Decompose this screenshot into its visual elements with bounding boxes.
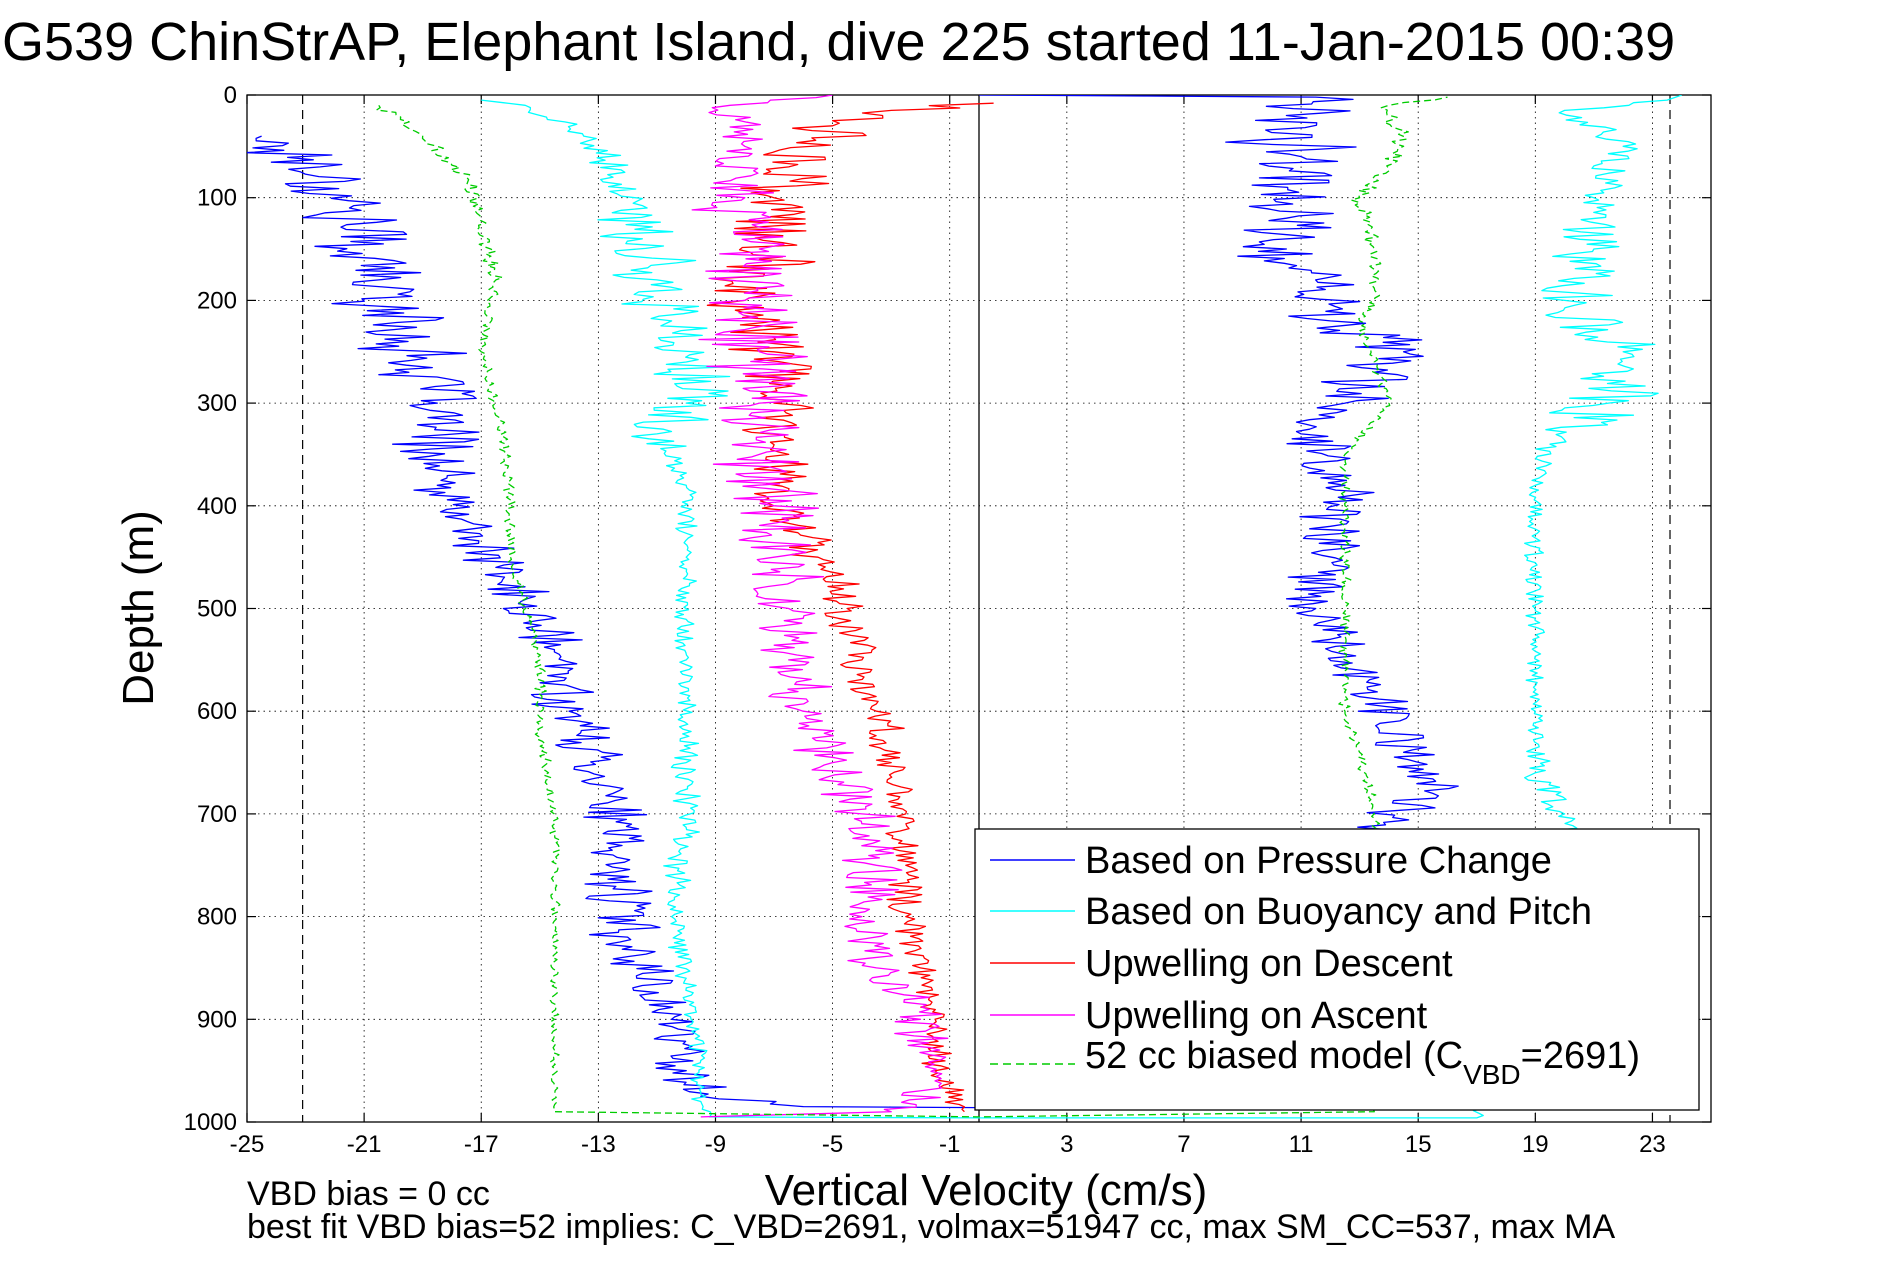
legend-label-ascent: Upwelling on Ascent [1085,995,1428,1037]
series-line-3 [691,95,949,1118]
x-tick-label: 23 [1639,1131,1666,1158]
legend-label-model-sub: VBD [1463,1059,1521,1090]
legend: Based on Pressure Change Based on Buoyan… [974,828,1700,1111]
x-tick-label: -25 [230,1131,265,1158]
y-axis-label: Depth (m) [114,510,163,706]
annotation-best-fit: best fit VBD bias=52 implies: C_VBD=2691… [247,1208,1616,1246]
legend-box [974,828,1700,1111]
data-series [247,95,1682,1119]
y-tick-label: 400 [197,493,237,520]
legend-label-model-main: 52 cc biased model (C [1085,1035,1463,1077]
y-tick-label: 900 [197,1006,237,1033]
y-tick-label: 500 [197,596,237,623]
x-tick-label: 19 [1522,1131,1549,1158]
y-tick-label: 200 [197,287,237,314]
x-tick-label: -21 [347,1131,382,1158]
annotation-vbd-bias: VBD bias = 0 cc [247,1175,490,1213]
x-axis-label: Vertical Velocity (cm/s) [765,1166,1208,1215]
x-axis-ticks: -25 -21 -17 -13 -9 -5 -1 3 7 11 15 19 23 [230,95,1666,1158]
y-tick-label: 600 [197,698,237,725]
legend-label-pressure: Based on Pressure Change [1085,840,1552,882]
legend-label-descent: Upwelling on Descent [1085,943,1453,985]
x-tick-label: 3 [1060,1131,1073,1158]
series-line-4 [375,96,1448,1118]
x-tick-label: -1 [939,1131,960,1158]
y-tick-label: 1000 [184,1109,237,1136]
legend-label-model-tail: =2691) [1521,1035,1640,1077]
x-tick-label: -5 [822,1131,843,1158]
x-tick-label: -17 [464,1131,499,1158]
legend-label-buoyancy: Based on Buoyancy and Pitch [1085,891,1592,933]
series-line-1 [481,95,1682,1119]
y-tick-label: 700 [197,801,237,828]
y-tick-label: 800 [197,904,237,931]
x-tick-label: 15 [1405,1131,1432,1158]
x-tick-label: 7 [1177,1131,1190,1158]
y-axis-ticks: 0 100 200 300 400 500 600 700 800 900 1000 [184,82,1711,1136]
chart-title: G539 ChinStrAP, Elephant Island, dive 22… [2,12,1675,72]
x-tick-label: 11 [1289,1131,1314,1158]
y-tick-label: 100 [197,185,237,212]
legend-label-model: 52 cc biased model (CVBD=2691) [1085,1035,1640,1090]
x-tick-label: -13 [581,1131,616,1158]
x-tick-label: -9 [705,1131,726,1158]
y-tick-label: 300 [197,390,237,417]
y-tick-label: 0 [224,82,237,109]
